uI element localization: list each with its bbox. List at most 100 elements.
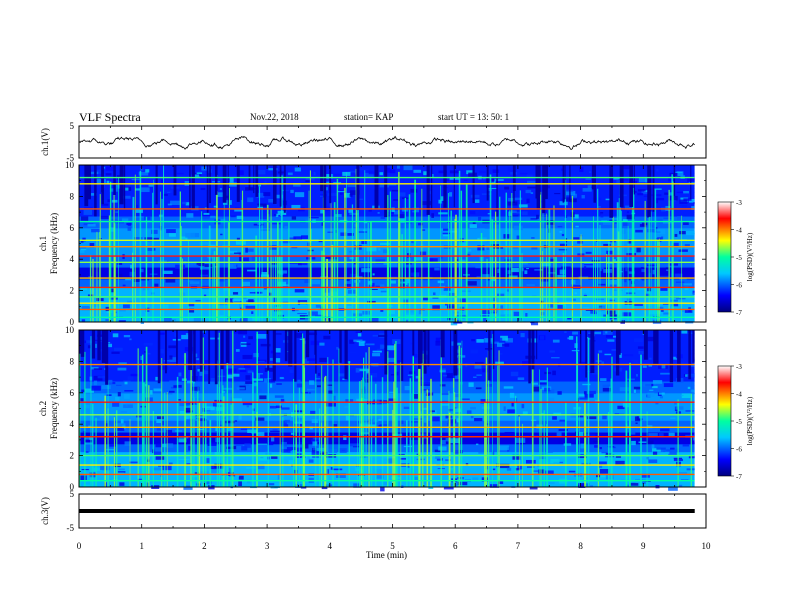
spectrogram-noise [80, 216, 89, 221]
spectrogram-noise [378, 334, 388, 337]
spectrogram-noise [338, 373, 345, 377]
spectrogram-noise [558, 249, 567, 251]
spectrogram-noise [603, 268, 613, 273]
spectrogram-noise [106, 394, 112, 397]
spectrogram-noise [489, 244, 500, 247]
spectrogram-noise [426, 392, 434, 396]
spectrogram-noise [470, 349, 478, 354]
spectrogram-noise [256, 192, 265, 198]
spectrogram-noise [233, 373, 240, 377]
spectrogram-noise [473, 376, 477, 378]
spectrogram-noise [664, 192, 671, 195]
spectrogram-noise [367, 280, 373, 285]
spectrogram-noise [222, 200, 232, 205]
spectrogram-noise [558, 440, 567, 444]
spectrogram-noise [409, 440, 420, 445]
spectrogram-noise [456, 259, 459, 261]
spectrogram-noise [414, 353, 418, 358]
spectrogram-noise [258, 215, 267, 220]
spectrogram-noise [234, 420, 238, 422]
spectrogram-band [79, 267, 695, 272]
spectrogram-noise [308, 216, 319, 219]
spectrogram-noise [475, 443, 479, 446]
spectrogram-noise [178, 438, 187, 443]
spectrogram-noise [130, 373, 139, 377]
spectrogram-noise [527, 186, 536, 189]
spectrogram-noise [414, 394, 418, 399]
spectrogram-band [79, 223, 695, 229]
spectrogram-noise [93, 368, 102, 370]
gap-column [654, 330, 657, 354]
spectrogram-noise [185, 333, 189, 336]
gap-column [688, 330, 691, 380]
spectrogram-noise [274, 483, 280, 489]
spectrogram-noise [475, 387, 482, 390]
spectrogram-band [79, 396, 695, 402]
y-tick-label: 5 [70, 121, 75, 131]
spectrogram-noise [361, 240, 367, 244]
spectrogram-noise [443, 486, 454, 490]
spectrogram-noise [248, 336, 253, 340]
spectrogram-noise [379, 242, 390, 246]
spectrogram-noise [440, 440, 446, 445]
spectrogram-noise [500, 463, 510, 469]
spectrogram-noise [153, 388, 162, 392]
spectrogram-noise [666, 269, 669, 271]
gap-column [165, 330, 167, 374]
spectrogram-noise [469, 211, 476, 215]
spectrogram-noise [232, 292, 239, 295]
spectrogram-noise [391, 207, 395, 213]
spectrogram-noise [682, 443, 690, 447]
spectrogram-noise [593, 440, 601, 443]
spectrogram-noise [531, 237, 535, 239]
spectrogram-noise [189, 363, 197, 369]
spectrogram-noise [432, 292, 436, 296]
spectrogram-noise [660, 287, 668, 291]
spectrogram-band [79, 286, 695, 292]
spectrogram-noise [349, 351, 356, 354]
spectrogram-noise [607, 339, 615, 342]
spectrogram-noise [687, 177, 696, 183]
header-start-time: start UT = 13: 50: 1 [438, 112, 510, 122]
spectrogram-noise [570, 413, 577, 418]
spectrogram-noise [349, 443, 360, 447]
spectrogram-noise [188, 445, 192, 451]
spectrogram-noise [256, 179, 265, 183]
spectrogram-noise [547, 449, 553, 453]
spectrogram-noise [106, 448, 115, 451]
spectrogram-noise [117, 471, 126, 473]
spectrogram-noise [600, 213, 604, 218]
spectrogram-noise [439, 384, 446, 387]
spectrogram-noise [692, 392, 696, 395]
spectrogram-noise [256, 432, 265, 437]
spectrogram-noise [242, 354, 253, 360]
spectrogram-noise [657, 306, 664, 311]
spectrogram-noise [305, 180, 312, 183]
spectrogram-noise [409, 371, 416, 374]
spectrogram-band [79, 483, 695, 488]
spectrogram-noise [364, 172, 374, 178]
spectrogram-noise [82, 431, 86, 433]
spectrogram-noise [233, 252, 241, 254]
spectrogram-noise [499, 305, 504, 309]
gap-column [544, 165, 548, 200]
spectrogram-noise [114, 184, 121, 189]
spectrogram-noise [556, 432, 562, 437]
spectrogram-noise [287, 450, 297, 454]
y-tick-label: 6 [70, 223, 75, 233]
spectrogram-noise [92, 279, 97, 284]
spectrogram-noise [526, 174, 533, 179]
spectrogram-noise [405, 257, 411, 261]
spectrogram-noise [237, 170, 244, 176]
spectrogram-noise [153, 451, 163, 457]
spectrogram-noise [670, 447, 675, 450]
spectrogram-noise [80, 248, 87, 251]
spectrogram-noise [537, 200, 546, 203]
spectrogram-noise [507, 167, 514, 172]
spectrogram-noise [602, 221, 612, 225]
spectrogram-noise [209, 464, 216, 470]
spectrogram-noise [163, 317, 172, 322]
spectrogram-noise [660, 372, 670, 375]
spectrogram-noise [380, 486, 385, 492]
spectrogram-noise [415, 375, 420, 379]
